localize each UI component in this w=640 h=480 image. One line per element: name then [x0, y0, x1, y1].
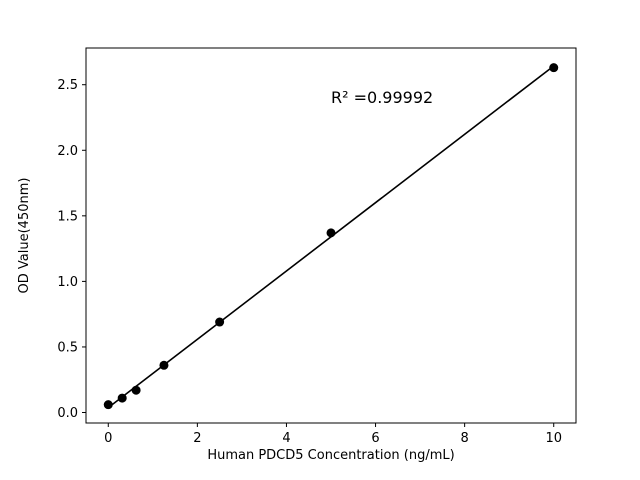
y-tick-label: 2.5	[57, 78, 78, 93]
x-tick-label: 6	[371, 431, 379, 446]
data-point	[215, 317, 225, 327]
x-tick-label: 0	[104, 431, 112, 446]
x-tick-label: 10	[545, 431, 562, 446]
plot-frame	[85, 47, 577, 424]
x-axis-label: Human PDCD5 Concentration (ng/mL)	[207, 448, 454, 463]
data-point	[159, 360, 169, 370]
y-tick-label: 2.0	[57, 144, 78, 159]
y-tick-label: 0.5	[57, 340, 78, 355]
y-tick-label: 0.0	[57, 406, 78, 421]
data-point	[549, 63, 559, 73]
data-point	[131, 385, 141, 395]
y-tick-label: 1.0	[57, 275, 78, 290]
r-squared-annotation: R² =0.99992	[331, 88, 433, 107]
data-point	[103, 400, 113, 410]
data-point	[326, 228, 336, 238]
y-axis-label: OD Value(450nm)	[17, 178, 32, 294]
x-tick-label: 4	[282, 431, 290, 446]
x-tick-label: 8	[460, 431, 468, 446]
y-tick-label: 1.5	[57, 209, 78, 224]
data-point	[117, 393, 127, 403]
x-tick-label: 2	[193, 431, 201, 446]
